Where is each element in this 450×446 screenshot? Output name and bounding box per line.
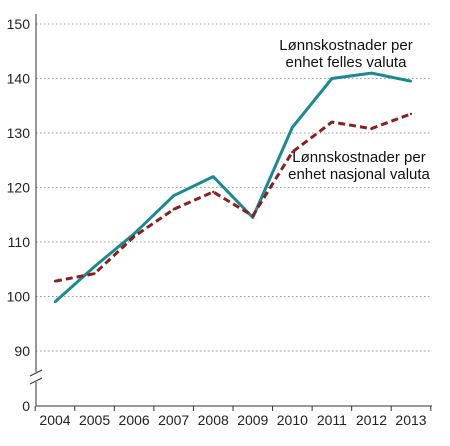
series-2-point [93,272,96,275]
series-annotation-2: enhet nasjonal valuta [288,166,430,183]
series-group [53,71,413,304]
series-annotation-2: Lønnskostnader per [292,149,425,166]
tick-labels: 0 90 100 110 120 130 140 150 2004 2005 2006 2007 200… [7,16,427,428]
x-tick-label: 2007 [158,412,189,428]
axis-break-mark [29,369,43,377]
x-tick-label: 2011 [317,412,347,428]
y-tick-label: 150 [7,16,31,32]
series-2-point [370,127,373,130]
series-1-point [409,80,413,83]
x-tick-label: 2010 [277,412,308,428]
series-2-point [251,214,254,218]
axis-break-mark [29,377,43,385]
x-tick-label: 2006 [119,412,150,428]
series-2-point [132,235,136,238]
series-line-1 [54,71,412,304]
series-2-point [409,112,413,116]
series-1-point [172,194,175,197]
series-1-point [291,126,294,129]
series-1-point [212,175,215,178]
series-1-point [330,77,334,80]
series-1-point [132,232,136,236]
y-tick-label: 120 [7,180,31,196]
y-tick-label: 140 [7,71,31,87]
series-2-point [291,150,294,154]
y-tick-label: 100 [7,289,31,305]
y-tick-label: 110 [8,234,31,250]
series-2-point [172,208,175,211]
series-annotation-1: Lønnskostnader per [279,37,412,54]
y-tick-label: 0 [22,398,30,414]
series-2-point [330,120,334,124]
x-tick-label: 2013 [395,412,426,428]
series-1-point [370,71,373,75]
series-line-2 [54,112,412,283]
x-tick-label: 2004 [39,412,70,428]
series-annotation-1: enhet felles valuta [286,54,408,71]
y-tick-label: 90 [14,343,30,359]
y-tick-label: 130 [7,125,31,141]
series-2-point [53,280,57,283]
series-1-point [93,265,96,268]
x-tick-label: 2009 [237,412,268,428]
x-tick-label: 2005 [79,412,110,428]
x-tick-label: 2008 [198,412,229,428]
axes [29,14,432,411]
series-1-point [53,300,57,304]
series-2-point [212,190,215,194]
x-tick-label: 2012 [356,412,387,428]
